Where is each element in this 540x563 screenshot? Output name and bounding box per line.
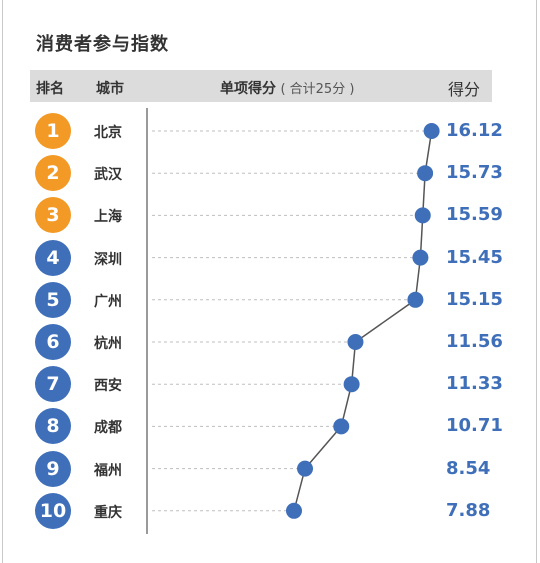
table-row: 3 上海 15.59 [0,193,540,234]
score-label: 16.12 [446,120,503,141]
series-line [293,130,433,511]
table-row: 8 成都 10.71 [0,404,540,445]
data-point [412,249,429,266]
rank-badge: 3 [35,197,71,234]
city-label: 广州 [94,293,122,310]
table-row: 6 杭州 11.56 [0,320,540,360]
city-label: 深圳 [94,251,122,268]
rank-badge: 8 [35,408,71,445]
table-row: 5 广州 15.15 [0,278,540,318]
table-row: 7 西安 11.33 [0,362,540,403]
data-point [423,123,440,139]
data-point [286,502,302,519]
rank-badge: 9 [35,450,71,487]
data-point [414,207,431,224]
data-point [297,460,314,477]
rank-badge: 2 [35,155,71,192]
city-label: 成都 [94,420,122,437]
header-score-title: 单项得分 ( 合计25分 ) [220,78,354,98]
data-point [417,165,434,182]
data-point [343,376,360,393]
city-label: 北京 [94,125,122,141]
city-label: 杭州 [94,336,122,352]
table-row: 1 北京 16.12 [0,109,540,149]
header-city: 城市 [96,81,124,97]
city-label: 福州 [94,462,122,479]
data-point [333,418,350,435]
score-label: 15.73 [446,162,503,184]
score-label: 15.15 [446,288,503,310]
header-score-note: ( 合计25分 ) [280,82,355,97]
score-label: 15.45 [446,246,503,268]
rank-badge: 7 [35,366,71,403]
score-label: 11.33 [446,373,503,395]
city-label: 西安 [94,378,122,395]
y-axis-line [146,108,148,534]
score-label: 7.88 [446,499,491,521]
rank-badge: 4 [35,239,71,276]
score-label: 8.54 [446,457,491,479]
data-point [347,334,364,350]
table-row: 4 深圳 15.45 [0,236,540,276]
data-point [407,291,424,308]
header-score: 得分 [448,80,481,99]
score-label: 15.59 [446,204,503,226]
header-rank: 排名 [36,81,64,97]
rank-badge: 6 [35,324,71,360]
header-score-main: 单项得分 [220,81,276,97]
city-label: 上海 [94,209,122,226]
table-header: 排名 城市 单项得分 ( 合计25分 ) 得分 [30,70,492,102]
city-label: 重庆 [94,504,122,521]
rank-badge: 5 [35,281,71,318]
score-label: 11.56 [446,331,503,352]
rank-badge: 10 [35,492,71,529]
table-row: 10 重庆 7.88 [0,489,540,529]
chart-title: 消费者参与指数 [36,34,169,55]
table-row: 2 武汉 15.73 [0,151,540,192]
rank-badge: 1 [35,113,71,149]
score-label: 10.71 [446,415,503,437]
table-row: 9 福州 8.54 [0,447,540,487]
city-label: 武汉 [94,167,122,184]
